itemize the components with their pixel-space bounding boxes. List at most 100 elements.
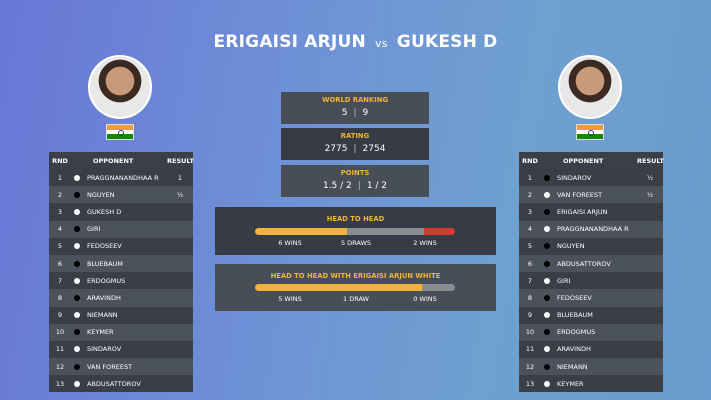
piece-color-icon (74, 312, 80, 319)
piece-color-icon (74, 294, 80, 301)
round-number: 13 (525, 379, 535, 388)
result-header: RESULT (167, 156, 194, 165)
round-number: 12 (525, 362, 535, 371)
player1-schedule-table: RND OPPONENT RESULT 1 PRAGGNANANDHAA R 1 2 NGUY… (49, 152, 194, 393)
india-flag-icon (106, 124, 134, 140)
opponent-name: ERDOGMUS (87, 276, 126, 285)
table-row: 12 VAN FOREEST (49, 358, 193, 376)
round-number: 7 (527, 276, 533, 285)
round-number: 2 (527, 190, 533, 199)
round-number: 8 (527, 293, 533, 302)
table-row: 7 GIRI (519, 272, 663, 290)
draws-segment (347, 228, 425, 235)
opponent-name: SINDAROV (87, 345, 122, 354)
round-number: 7 (57, 276, 63, 285)
round-number: 1 (57, 173, 63, 182)
stat-label: RATING (340, 132, 370, 140)
table-row: 13 KEYMER (519, 375, 663, 393)
opponent-name: ABDUSATTOROV (557, 259, 611, 268)
round-number: 9 (527, 311, 533, 320)
piece-color-icon (74, 208, 80, 215)
table-header: RND OPPONENT RESULT (49, 152, 194, 169)
piece-color-icon (544, 208, 550, 215)
piece-color-icon (74, 174, 80, 181)
piece-color-icon (544, 380, 550, 387)
piece-color-icon (74, 329, 80, 336)
p1-stat-value: 1.5 / 2 (322, 181, 352, 191)
table-row: 2 NGUYEN ½ (49, 186, 193, 204)
table-row: 3 GUKESH D (49, 203, 193, 221)
table-row: 1 SINDAROV ½ (519, 169, 663, 187)
table-row: 8 FEDOSEEV (519, 289, 663, 307)
opponent-name: NGUYEN (87, 190, 115, 199)
piece-color-icon (544, 312, 550, 319)
round-number: 4 (57, 225, 63, 234)
piece-color-icon (74, 380, 80, 387)
p1-stat-value: 5 (341, 108, 348, 118)
draws-segment (421, 284, 455, 291)
table-row: 2 VAN FOREEST ½ (519, 186, 663, 204)
piece-color-icon (74, 243, 80, 250)
opponent-name: NIEMANN (557, 362, 588, 371)
opponent-name: BLUEBAUM (87, 259, 123, 268)
head-to-head-white-bar (255, 284, 455, 291)
opponent-name: FEDOSEEV (87, 242, 122, 251)
table-row: 9 BLUEBAUM (519, 306, 663, 324)
table-row: 4 PRAGGNANANDHAA R (519, 220, 663, 238)
opponent-name: VAN FOREEST (557, 190, 603, 199)
opponent-name: ABDUSATTOROV (87, 379, 141, 388)
round-number: 8 (57, 293, 63, 302)
piece-color-icon (544, 346, 550, 353)
page-title: ERIGAISI ARJUN vs GUKESH D (0, 32, 711, 52)
opponent-name: NIEMANN (87, 311, 118, 320)
p2-stat-value: 2754 (362, 144, 386, 154)
head-to-head-bar (255, 228, 455, 235)
round-number: 4 (527, 225, 533, 234)
draws-label: 1 DRAW (343, 295, 369, 303)
result: ½ (646, 190, 654, 199)
table-row: 11 ARAVINDH (519, 340, 663, 359)
piece-color-icon (544, 363, 550, 370)
round-number: 13 (55, 379, 65, 388)
head-to-head-white-panel: HEAD TO HEAD WITH ERIGAISI ARJUN WHITE 5… (215, 264, 496, 311)
table-row: 10 ERDOGMUS (519, 323, 663, 341)
piece-color-icon (544, 294, 550, 301)
opponent-name: PRAGGNANANDHAA R (557, 225, 629, 234)
head-to-head-panel: HEAD TO HEAD 6 WINS 5 DRAWS 2 WINS (215, 207, 496, 255)
round-number: 1 (527, 173, 533, 182)
piece-color-icon (74, 260, 80, 267)
table-row: 10 KEYMER (49, 323, 193, 341)
p1-stat-value: 2775 (324, 144, 348, 154)
table-row: 5 NGUYEN (519, 237, 663, 255)
opponent-name: ERIGAISI ARJUN (557, 207, 608, 216)
stat-panel: POINTS 1.5 / 2 | 1 / 2 (281, 165, 429, 197)
player1-name: ERIGAISI ARJUN (213, 32, 366, 52)
rnd-header: RND (52, 156, 68, 165)
player2-name: GUKESH D (396, 32, 498, 52)
opponent-header: OPPONENT (93, 156, 134, 165)
piece-color-icon (74, 363, 80, 370)
table-row: 11 SINDAROV (49, 340, 193, 359)
piece-color-icon (74, 346, 80, 353)
p2-stat-value: 1 / 2 (366, 181, 388, 191)
piece-color-icon (74, 226, 80, 233)
table-row: 6 BLUEBAUM (49, 254, 193, 273)
round-number: 10 (55, 328, 65, 337)
opponent-name: GIRI (557, 276, 571, 285)
table-row: 7 ERDOGMUS (49, 272, 193, 290)
opponent-name: KEYMER (557, 379, 584, 388)
opponent-name: GUKESH D (87, 207, 122, 216)
piece-color-icon (544, 329, 550, 336)
stat-panel: RATING 2775 | 2754 (281, 128, 429, 160)
table-row: 5 FEDOSEEV (49, 237, 193, 255)
piece-color-icon (544, 226, 550, 233)
stat-label: POINTS (340, 169, 370, 177)
p1-wins-label: 6 WINS (278, 239, 302, 247)
p1-wins-segment (255, 284, 422, 291)
draws-label: 5 DRAWS (340, 239, 372, 247)
table-row: 4 GIRI (49, 220, 193, 238)
round-number: 5 (57, 242, 63, 251)
round-number: 9 (57, 311, 63, 320)
player1-avatar (88, 55, 152, 119)
opponent-name: BLUEBAUM (557, 311, 593, 320)
